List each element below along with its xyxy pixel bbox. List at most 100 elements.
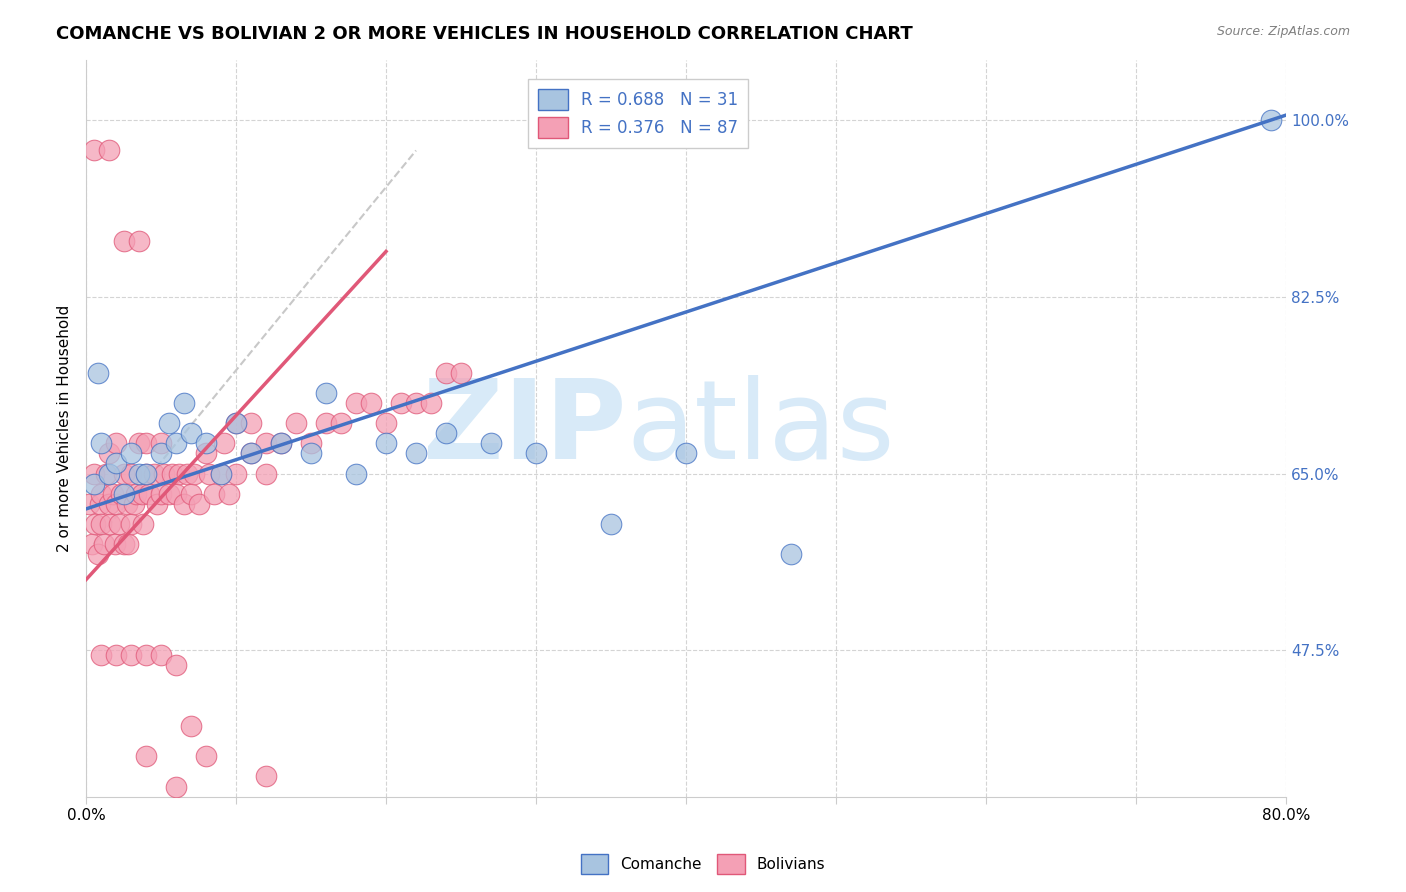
Point — [165, 487, 187, 501]
Point — [434, 366, 457, 380]
Text: ZIP: ZIP — [423, 375, 626, 482]
Point — [780, 547, 803, 561]
Point — [195, 436, 218, 450]
Text: Source: ZipAtlas.com: Source: ZipAtlas.com — [1216, 25, 1350, 38]
Point — [375, 436, 398, 450]
Point — [153, 467, 176, 481]
Point — [195, 749, 218, 764]
Point — [80, 537, 103, 551]
Point — [87, 547, 110, 561]
Point — [97, 446, 120, 460]
Point — [83, 144, 105, 158]
Point — [150, 446, 173, 460]
Point — [165, 658, 187, 673]
Point — [173, 497, 195, 511]
Point — [77, 497, 100, 511]
Point — [187, 497, 209, 511]
Point — [90, 436, 112, 450]
Point — [138, 487, 160, 501]
Point — [240, 446, 263, 460]
Point — [120, 648, 142, 663]
Point — [344, 467, 367, 481]
Point — [131, 487, 153, 501]
Point — [270, 436, 292, 450]
Point — [94, 467, 117, 481]
Point — [128, 467, 150, 481]
Point — [225, 416, 247, 430]
Legend: R = 0.688   N = 31, R = 0.376   N = 87: R = 0.688 N = 31, R = 0.376 N = 87 — [527, 79, 748, 148]
Point — [254, 467, 277, 481]
Point — [270, 436, 292, 450]
Point — [98, 517, 121, 532]
Point — [120, 446, 142, 460]
Point — [240, 446, 263, 460]
Point — [1260, 113, 1282, 128]
Point — [122, 497, 145, 511]
Point — [90, 517, 112, 532]
Point — [128, 436, 150, 450]
Point — [112, 235, 135, 249]
Point — [225, 416, 247, 430]
Point — [299, 436, 322, 450]
Point — [145, 497, 167, 511]
Point — [165, 780, 187, 794]
Point — [97, 467, 120, 481]
Point — [479, 436, 502, 450]
Point — [117, 537, 139, 551]
Point — [93, 537, 115, 551]
Point — [330, 416, 353, 430]
Point — [165, 436, 187, 450]
Point — [198, 467, 221, 481]
Point — [180, 719, 202, 733]
Point — [128, 235, 150, 249]
Point — [112, 467, 135, 481]
Point — [115, 497, 138, 511]
Point — [90, 487, 112, 501]
Point — [135, 749, 157, 764]
Point — [173, 396, 195, 410]
Point — [600, 517, 623, 532]
Point — [83, 476, 105, 491]
Point — [299, 446, 322, 460]
Point — [124, 487, 146, 501]
Text: COMANCHE VS BOLIVIAN 2 OR MORE VEHICLES IN HOUSEHOLD CORRELATION CHART: COMANCHE VS BOLIVIAN 2 OR MORE VEHICLES … — [56, 25, 912, 43]
Point — [240, 416, 263, 430]
Point — [97, 144, 120, 158]
Point — [254, 436, 277, 450]
Point — [142, 467, 165, 481]
Point — [405, 446, 427, 460]
Point — [135, 467, 157, 481]
Point — [132, 517, 155, 532]
Point — [180, 426, 202, 441]
Point — [420, 396, 443, 410]
Point — [160, 467, 183, 481]
Point — [84, 517, 107, 532]
Point — [120, 467, 142, 481]
Point — [108, 517, 131, 532]
Legend: Comanche, Bolivians: Comanche, Bolivians — [575, 848, 831, 880]
Point — [110, 487, 132, 501]
Point — [105, 457, 128, 471]
Point — [405, 396, 427, 410]
Point — [183, 467, 205, 481]
Point — [105, 497, 128, 511]
Point — [389, 396, 412, 410]
Point — [157, 416, 180, 430]
Point — [675, 446, 697, 460]
Point — [375, 416, 398, 430]
Point — [315, 416, 337, 430]
Point — [83, 467, 105, 481]
Point — [135, 648, 157, 663]
Point — [87, 366, 110, 380]
Point — [450, 366, 472, 380]
Point — [167, 467, 190, 481]
Point — [315, 385, 337, 400]
Point — [360, 396, 382, 410]
Point — [150, 436, 173, 450]
Point — [254, 769, 277, 783]
Point — [135, 467, 157, 481]
Point — [103, 537, 125, 551]
Point — [157, 487, 180, 501]
Point — [524, 446, 547, 460]
Point — [212, 436, 235, 450]
